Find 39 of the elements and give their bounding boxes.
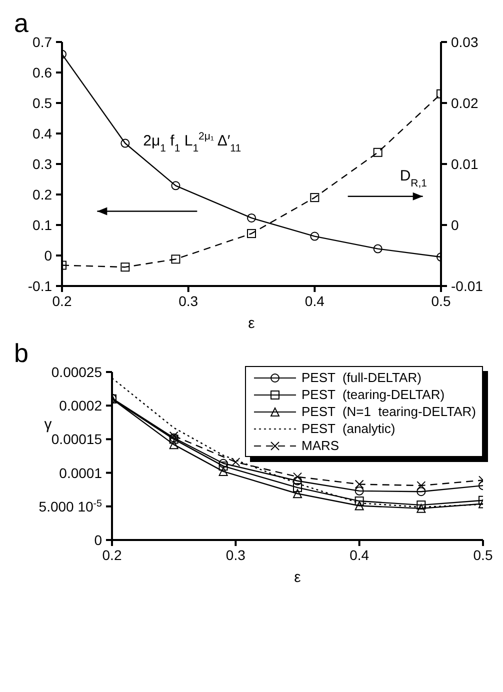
y-tick-label: -0.1	[28, 278, 52, 294]
y-tick-label: 0	[94, 532, 102, 548]
x-tick-label: 0.3	[226, 547, 246, 563]
y-tick-label: 0.5	[32, 95, 52, 111]
legend-label: PEST (tearing-DELTAR)	[302, 387, 445, 402]
series-label: D$_{R,1}$	[400, 167, 428, 190]
legend-label: PEST (full-DELTAR)	[302, 370, 422, 385]
y2-tick-label: 0	[451, 217, 459, 233]
y-tick-label: 0	[44, 248, 52, 264]
y2-tick-label: 0.03	[451, 34, 478, 50]
x-tick-label: 0.4	[304, 293, 325, 309]
x-tick-label: 0.5	[431, 293, 451, 309]
x-tick-label: 0.2	[102, 547, 122, 563]
y-tick-label: 0.2	[32, 186, 52, 202]
y-tick-label: 0.7	[32, 34, 52, 50]
y-tick-label: 0.6	[32, 64, 52, 80]
chart-title: b	[14, 338, 28, 369]
text: 2μ$_{1}$ f$_{1}$ L$_{1}$$^{2μ₁}$ Δ′$_{11}$	[143, 130, 242, 154]
y-tick-label: 0.3	[32, 156, 52, 172]
chart-title: a	[14, 8, 28, 39]
x-axis-title: ε	[248, 315, 256, 332]
y2-tick-label: -0.01	[451, 278, 484, 294]
x-tick-label: 0.5	[473, 547, 493, 563]
y-tick-label: 5.000 10$^{-5}$	[38, 498, 103, 514]
x-tick-label: 0.4	[350, 547, 370, 563]
y-tick-label: 0.00015	[51, 431, 102, 448]
y-axis-title: γ	[44, 416, 52, 434]
y-tick-label: 0.1	[32, 217, 52, 233]
y-tick-label: 0.0001	[59, 464, 102, 481]
legend-label: PEST (analytic)	[302, 421, 396, 436]
y-tick-label: 0.00025	[51, 364, 102, 380]
legend-label: MARS	[302, 438, 340, 453]
y-tick-label: 0.0002	[59, 398, 102, 414]
x-tick-label: 0.3	[178, 293, 198, 309]
y2-tick-label: 0.01	[451, 156, 478, 172]
legend-label: PEST (N=1 tearing-DELTAR)	[302, 404, 476, 419]
y-tick-label: 0.4	[32, 126, 52, 142]
x-axis-title: ε	[294, 569, 302, 586]
y2-tick-label: 0.02	[451, 95, 478, 111]
